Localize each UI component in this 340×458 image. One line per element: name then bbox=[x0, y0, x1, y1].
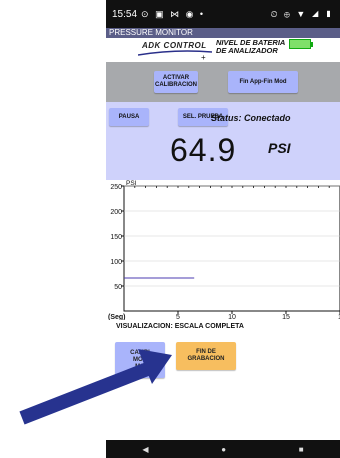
activate-calibration-label-line1: ACTIVAR bbox=[162, 75, 190, 81]
fin-grabacion-label-line2: GRABACION bbox=[187, 356, 225, 362]
battery-icon bbox=[289, 39, 313, 49]
fin-grabacion-button[interactable]: FIN DE GRABACION bbox=[176, 342, 236, 370]
select-test-button[interactable]: SEL. PRUEBA bbox=[178, 108, 228, 126]
chart-canvas: 250 200 150 100 50 5 10 15 1 PSI (Seg) bbox=[108, 180, 340, 320]
app-title-bar: PRESSURE MONITOR bbox=[106, 28, 340, 38]
change-mode-label-line3: MO bbox=[135, 363, 145, 370]
status-bar: 15:54 ⊙ ▣ ⋈ ◉ • ⏲ ⊕ ▼ ◢ ▮ bbox=[106, 0, 340, 28]
logo-swoosh-icon bbox=[138, 50, 212, 56]
select-test-label: SEL. PRUEBA bbox=[182, 113, 224, 120]
activate-calibration-button[interactable]: ACTIVAR CALIBRACION bbox=[154, 71, 198, 93]
visualization-label: VISUALIZACION: ESCALA COMPLETA bbox=[116, 323, 244, 330]
app-header: ADK CONTROL + NIVEL DE BATERIA DE ANALIZ… bbox=[106, 38, 340, 62]
system-icons: ⏲ ⊕ ▼ ◢ ▮ bbox=[270, 8, 334, 19]
fin-grabacion-label-line1: FIN DE bbox=[196, 349, 216, 355]
x-tick-label: 1 bbox=[338, 314, 340, 320]
y-tick-label: 150 bbox=[110, 234, 122, 241]
calibration-panel: ACTIVAR CALIBRACION Fin App-Fin Mod bbox=[106, 62, 340, 102]
x-tick-label: 10 bbox=[228, 314, 236, 320]
battery-label-line1: NIVEL DE BATERIA bbox=[216, 38, 286, 47]
pressure-chart: 250 200 150 100 50 5 10 15 1 PSI (Seg) bbox=[106, 180, 340, 320]
pause-label: PAUSA bbox=[118, 113, 140, 120]
fin-app-button[interactable]: Fin App-Fin Mod bbox=[228, 71, 298, 93]
crosshair-icon: + bbox=[201, 53, 206, 62]
recents-icon[interactable]: ■ bbox=[298, 444, 304, 454]
back-icon[interactable]: ◀ bbox=[142, 444, 149, 454]
y-tick-label: 50 bbox=[114, 284, 122, 291]
measurement-panel: PAUSA SEL. PRUEBA Status: Conectado 64.9… bbox=[106, 102, 340, 180]
status-time: 15:54 bbox=[112, 8, 138, 20]
y-tick-label: 200 bbox=[110, 209, 122, 216]
pressure-unit: PSI bbox=[268, 140, 291, 156]
battery-label: NIVEL DE BATERIA DE ANALIZADOR bbox=[216, 39, 285, 55]
x-tick-label: 15 bbox=[282, 314, 290, 320]
home-icon[interactable]: ● bbox=[221, 444, 227, 454]
logo-text: ADK CONTROL bbox=[142, 41, 207, 50]
notification-icons: ⊙ ▣ ⋈ ◉ • bbox=[141, 8, 206, 19]
connection-status: Status: Conectado bbox=[211, 113, 291, 123]
navigation-bar: ◀ ● ■ bbox=[106, 440, 340, 458]
y-tick-label: 100 bbox=[110, 259, 122, 266]
change-mode-label-line1: CAMBI bbox=[130, 349, 150, 356]
phone-screen: 15:54 ⊙ ▣ ⋈ ◉ • ⏲ ⊕ ▼ ◢ ▮ PRESSURE MONIT… bbox=[106, 0, 340, 458]
plot-frame bbox=[123, 185, 340, 312]
change-mode-button[interactable]: CAMBI MOD MO bbox=[115, 342, 165, 378]
fin-app-label: Fin App-Fin Mod bbox=[239, 78, 287, 85]
battery-label-line2: DE ANALIZADOR bbox=[216, 46, 278, 55]
x-tick-label: 5 bbox=[176, 314, 180, 320]
change-mode-label-line2: MOD bbox=[132, 356, 147, 363]
app-title: PRESSURE MONITOR bbox=[109, 28, 193, 37]
y-tick-label: 250 bbox=[110, 184, 122, 191]
y-axis-label: PSI bbox=[126, 180, 137, 187]
activate-calibration-label-line2: CALIBRACION bbox=[155, 82, 197, 88]
pressure-value: 64.9 bbox=[170, 132, 237, 168]
pause-button[interactable]: PAUSA bbox=[109, 108, 149, 126]
x-axis-label: (Seg) bbox=[108, 314, 126, 320]
